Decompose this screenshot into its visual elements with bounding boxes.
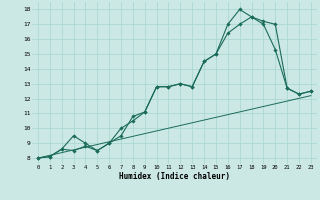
X-axis label: Humidex (Indice chaleur): Humidex (Indice chaleur) bbox=[119, 172, 230, 181]
